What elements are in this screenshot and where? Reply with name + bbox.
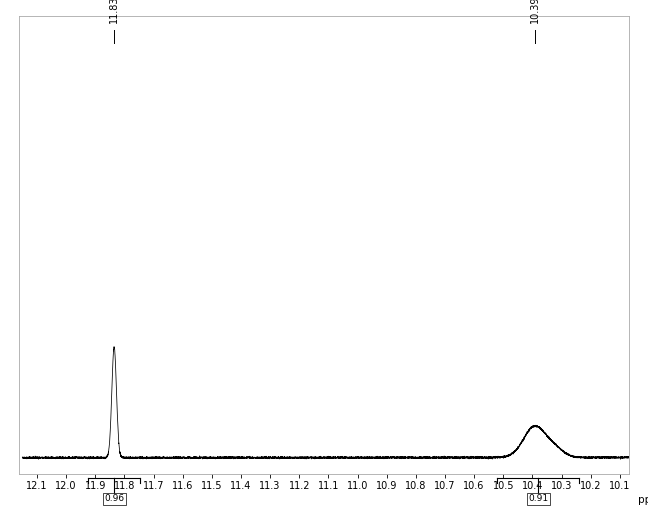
Text: 0.96: 0.96 [104, 494, 124, 503]
Text: 0.91: 0.91 [528, 494, 548, 503]
Text: ppm: ppm [638, 495, 648, 505]
Text: 11.835: 11.835 [109, 0, 119, 23]
Text: 10.392: 10.392 [529, 0, 540, 23]
